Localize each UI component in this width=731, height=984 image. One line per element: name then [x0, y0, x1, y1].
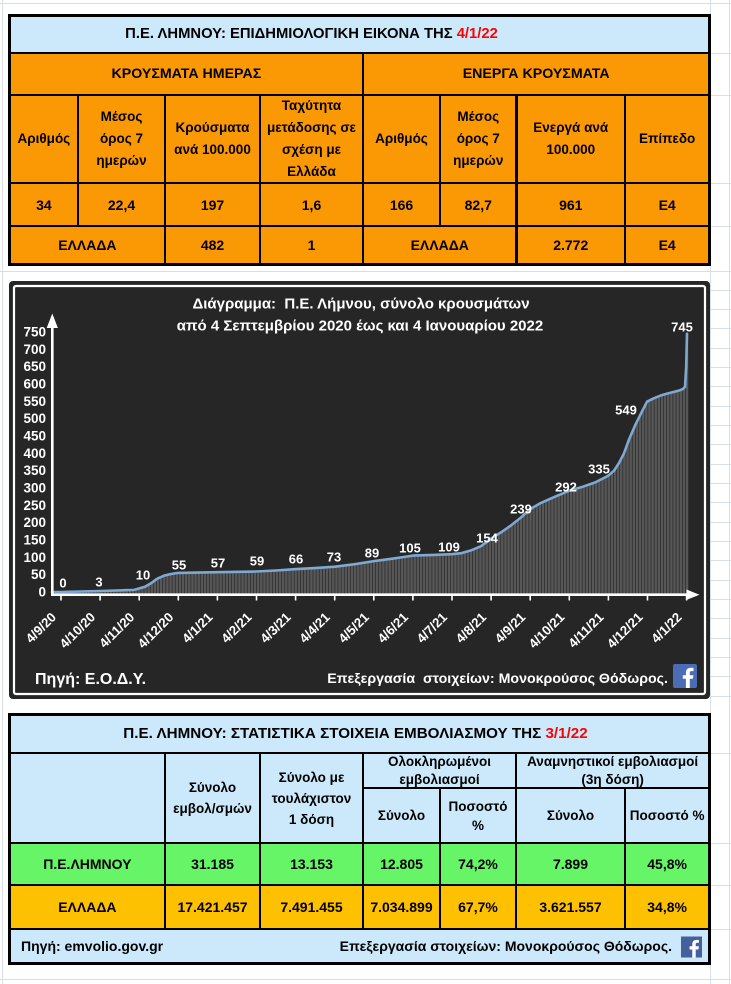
svg-text:100: 100: [23, 550, 46, 565]
svg-text:3: 3: [95, 575, 102, 590]
svg-text:750: 750: [23, 325, 46, 340]
svg-text:Επεξεργασία στοιχείων: Μονοκρ: Επεξεργασία στοιχείων: Μονοκρούσος Θόδωρ…: [327, 671, 668, 687]
svg-text:250: 250: [23, 498, 46, 513]
svg-text:650: 650: [23, 359, 46, 374]
svg-text:200: 200: [23, 515, 46, 530]
svg-text:55: 55: [172, 558, 186, 573]
svg-text:59: 59: [250, 554, 264, 569]
svg-text:745: 745: [671, 320, 693, 335]
svg-text:350: 350: [23, 463, 46, 478]
svg-text:0: 0: [59, 576, 66, 591]
svg-text:89: 89: [365, 546, 379, 561]
svg-text:500: 500: [23, 411, 46, 426]
svg-text:450: 450: [23, 429, 46, 444]
svg-text:50: 50: [31, 567, 46, 582]
svg-text:300: 300: [23, 481, 46, 496]
svg-text:550: 550: [23, 394, 46, 409]
svg-text:109: 109: [438, 540, 460, 555]
svg-text:57: 57: [211, 556, 225, 571]
svg-text:Πηγή: Ε.Ο.Δ.Υ.: Πηγή: Ε.Ο.Δ.Υ.: [35, 671, 146, 688]
svg-text:Διάγραμμα: Π.Ε. Λήμνου, σύνολ: Διάγραμμα: Π.Ε. Λήμνου, σύνολο κρουσμάτω…: [192, 296, 529, 313]
svg-text:549: 549: [615, 403, 637, 418]
svg-text:335: 335: [588, 462, 610, 477]
svg-text:154: 154: [476, 531, 498, 546]
svg-text:150: 150: [23, 533, 46, 548]
svg-text:400: 400: [23, 446, 46, 461]
svg-text:700: 700: [23, 342, 46, 357]
svg-text:66: 66: [289, 552, 303, 567]
svg-text:73: 73: [327, 550, 341, 565]
svg-text:239: 239: [510, 502, 532, 517]
svg-text:0: 0: [38, 585, 46, 600]
svg-text:600: 600: [23, 377, 46, 392]
svg-text:10: 10: [136, 568, 150, 583]
svg-text:292: 292: [555, 480, 577, 495]
svg-text:από 4 Σεπτεμβρίου 2020 έως και: από 4 Σεπτεμβρίου 2020 έως και 4 Ιανουαρ…: [177, 318, 543, 335]
svg-text:105: 105: [399, 541, 421, 556]
